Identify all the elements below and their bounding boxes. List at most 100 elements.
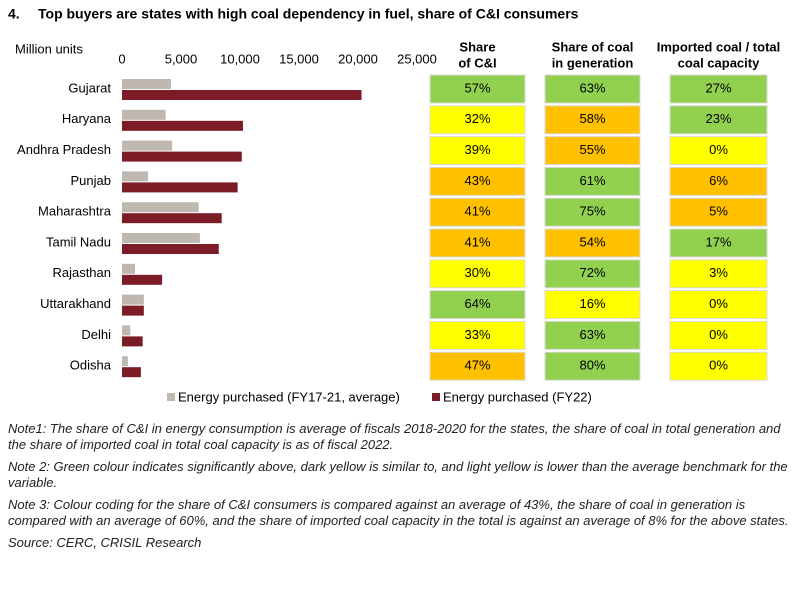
cell-text: 0%	[709, 327, 728, 342]
cell-text: 6%	[709, 173, 728, 188]
cell-text: 17%	[705, 234, 731, 249]
table-cell	[544, 136, 641, 166]
y-tick-label: Rajasthan	[52, 265, 111, 280]
table-cell	[669, 228, 768, 258]
table-cell	[429, 351, 526, 381]
chart-title: Top buyers are states with high coal dep…	[38, 6, 579, 22]
cell-text: 54%	[579, 234, 605, 249]
cell-text: 0%	[709, 296, 728, 311]
x-tick-label: 10,000	[220, 51, 260, 66]
cell-text: 64%	[464, 296, 490, 311]
bar	[122, 140, 173, 151]
legend-label: Energy purchased (FY17-21, average)	[178, 389, 400, 404]
bar	[122, 202, 199, 213]
bar	[122, 213, 222, 224]
bar	[122, 336, 143, 347]
cell-text: 5%	[709, 204, 728, 219]
table-cell	[669, 166, 768, 196]
table-cell	[429, 166, 526, 196]
source: Source: CERC, CRISIL Research	[8, 535, 202, 550]
cell-text: 57%	[464, 80, 490, 95]
y-tick-label: Andhra Pradesh	[17, 142, 111, 157]
table-cell	[429, 197, 526, 227]
table-header: of C&I	[458, 55, 496, 70]
table-cell	[429, 228, 526, 258]
table-cell	[669, 290, 768, 320]
table-header: in generation	[552, 55, 634, 70]
cell-text: 41%	[464, 204, 490, 219]
cell-text: 75%	[579, 204, 605, 219]
cell-text: 41%	[464, 234, 490, 249]
x-tick-label: 5,000	[165, 51, 198, 66]
cell-text: 0%	[709, 142, 728, 157]
bar	[122, 182, 238, 193]
table-header: Share	[459, 39, 495, 54]
cell-text: 27%	[705, 80, 731, 95]
axis-label: Million units	[15, 41, 83, 56]
cell-text: 72%	[579, 265, 605, 280]
cell-text: 3%	[709, 265, 728, 280]
bar	[122, 109, 166, 120]
bar	[122, 274, 163, 285]
table-cell	[544, 351, 641, 381]
x-tick-label: 15,000	[279, 51, 319, 66]
y-tick-label: Uttarakhand	[40, 296, 111, 311]
x-tick-label: 25,000	[397, 51, 437, 66]
table-cell	[429, 320, 526, 350]
note: Note 2: Green colour indicates significa…	[8, 459, 788, 490]
bar	[122, 263, 135, 274]
cell-text: 39%	[464, 142, 490, 157]
bar	[122, 367, 141, 378]
note: Note1: The share of C&I in energy consum…	[8, 421, 781, 452]
table-cell	[429, 290, 526, 320]
table-header: Imported coal / total	[657, 39, 781, 54]
cell-text: 23%	[705, 111, 731, 126]
cell-text: 58%	[579, 111, 605, 126]
table-cell	[669, 105, 768, 135]
table-cell	[429, 259, 526, 289]
legend-swatch	[432, 393, 440, 401]
x-tick-label: 0	[118, 51, 125, 66]
bar	[122, 151, 242, 162]
notes: Note1: The share of C&I in energy consum…	[8, 421, 793, 557]
y-tick-label: Odisha	[70, 358, 112, 373]
table-cell	[669, 351, 768, 381]
table-cell	[544, 197, 641, 227]
table-cell	[429, 74, 526, 104]
table-cell	[669, 259, 768, 289]
table-cell	[544, 259, 641, 289]
table-header: Share of coal	[552, 39, 634, 54]
cell-text: 0%	[709, 358, 728, 373]
y-tick-label: Tamil Nadu	[46, 234, 111, 249]
bar	[122, 325, 131, 336]
table-cell	[669, 320, 768, 350]
cell-text: 61%	[579, 173, 605, 188]
cell-text: 30%	[464, 265, 490, 280]
table-cell	[544, 74, 641, 104]
cell-text: 16%	[579, 296, 605, 311]
bar	[122, 171, 148, 182]
table-cell	[669, 74, 768, 104]
y-tick-label: Delhi	[81, 327, 111, 342]
cell-text: 32%	[464, 111, 490, 126]
y-tick-label: Punjab	[71, 173, 111, 188]
table-cell	[669, 197, 768, 227]
x-tick-label: 20,000	[338, 51, 378, 66]
cell-text: 43%	[464, 173, 490, 188]
legend-swatch	[167, 393, 175, 401]
table-cell	[544, 320, 641, 350]
table-cell	[544, 228, 641, 258]
cell-text: 63%	[579, 80, 605, 95]
table-cell	[544, 166, 641, 196]
bar	[122, 79, 171, 89]
cell-text: 80%	[579, 358, 605, 373]
cell-text: 55%	[579, 142, 605, 157]
bar	[122, 233, 200, 243]
table-cell	[429, 136, 526, 166]
bar	[122, 244, 219, 254]
chart: 4. Top buyers are states with high coal …	[8, 6, 781, 405]
bar	[122, 120, 243, 131]
table-cell	[429, 105, 526, 135]
cell-text: 47%	[464, 358, 490, 373]
